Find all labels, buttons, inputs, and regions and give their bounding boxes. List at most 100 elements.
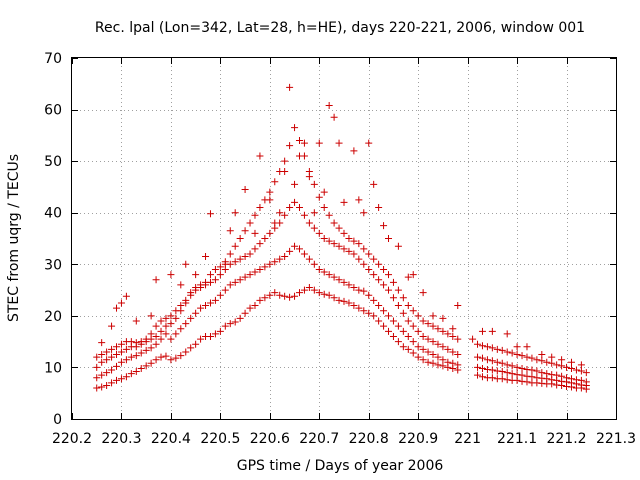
data-point <box>454 351 462 359</box>
data-point <box>370 271 378 279</box>
data-point <box>335 276 343 284</box>
data-point <box>518 371 526 379</box>
data-point <box>523 365 531 373</box>
data-point <box>380 322 388 330</box>
data-point <box>152 356 160 364</box>
data-point <box>429 351 437 359</box>
data-point <box>231 209 239 217</box>
data-point <box>434 361 442 369</box>
data-point <box>350 237 358 245</box>
data-point <box>365 309 373 317</box>
data-point <box>127 338 135 346</box>
data-point <box>315 193 323 201</box>
data-point <box>518 352 526 360</box>
data-point <box>127 353 135 361</box>
data-point <box>142 346 150 354</box>
y-tick-label: 30 <box>44 257 62 273</box>
data-point <box>513 371 521 379</box>
data-point <box>474 340 482 348</box>
data-point <box>147 330 155 338</box>
data-point <box>172 314 180 322</box>
data-point <box>503 348 511 356</box>
x-tick-label: 221.1 <box>497 431 537 447</box>
data-point <box>498 346 506 354</box>
data-point <box>300 286 308 294</box>
data-point <box>449 332 457 340</box>
data-point <box>211 296 219 304</box>
data-point <box>113 304 121 312</box>
x-tick-label: 220.6 <box>250 431 290 447</box>
data-point <box>113 362 121 370</box>
data-points <box>93 83 590 393</box>
data-point <box>216 327 224 335</box>
data-point <box>523 353 531 361</box>
data-point <box>211 265 219 273</box>
data-point <box>385 286 393 294</box>
x-tick-label: 220.3 <box>101 431 141 447</box>
data-point <box>577 367 585 375</box>
data-point <box>291 242 299 250</box>
data-point <box>380 222 388 230</box>
data-point <box>474 371 482 379</box>
data-point <box>488 374 496 382</box>
data-point <box>157 317 165 325</box>
data-point <box>157 353 165 361</box>
data-point <box>483 356 491 364</box>
data-point <box>389 332 397 340</box>
data-point <box>310 180 318 188</box>
data-point <box>385 271 393 279</box>
data-point <box>236 276 244 284</box>
data-point <box>286 293 294 301</box>
data-point <box>478 364 486 372</box>
data-point <box>167 335 175 343</box>
data-point <box>147 312 155 320</box>
data-point <box>449 325 457 333</box>
data-point <box>335 224 343 232</box>
data-point <box>300 211 308 219</box>
data-point <box>108 366 116 374</box>
data-point <box>340 245 348 253</box>
data-point <box>117 340 125 348</box>
data-point <box>429 359 437 367</box>
data-point <box>251 268 259 276</box>
data-point <box>340 278 348 286</box>
x-tick-label: 221 <box>454 431 481 447</box>
data-point <box>172 354 180 362</box>
data-point <box>399 327 407 335</box>
data-point <box>355 304 363 312</box>
data-point <box>152 276 160 284</box>
data-point <box>103 381 111 389</box>
data-point <box>399 294 407 302</box>
data-point <box>558 362 566 370</box>
data-point <box>409 271 417 279</box>
data-point <box>488 366 496 374</box>
data-point <box>98 351 106 359</box>
data-point <box>493 345 501 353</box>
data-point <box>414 353 422 361</box>
data-point <box>305 173 313 181</box>
data-point <box>345 299 353 307</box>
data-point <box>310 209 318 217</box>
data-point <box>478 327 486 335</box>
data-point <box>315 139 323 147</box>
data-point <box>206 299 214 307</box>
data-point <box>157 335 165 343</box>
data-point <box>375 260 383 268</box>
data-point <box>394 322 402 330</box>
data-point <box>137 338 145 346</box>
data-point <box>345 247 353 255</box>
data-point <box>286 83 294 91</box>
data-point <box>330 273 338 281</box>
data-point <box>474 363 482 371</box>
data-point <box>271 178 279 186</box>
data-point <box>394 242 402 250</box>
data-point <box>419 289 427 297</box>
data-point <box>498 368 506 376</box>
data-point <box>365 265 373 273</box>
data-point <box>404 345 412 353</box>
data-point <box>478 354 486 362</box>
data-point <box>350 147 358 155</box>
data-point <box>394 286 402 294</box>
data-point <box>454 361 462 369</box>
data-point <box>231 278 239 286</box>
